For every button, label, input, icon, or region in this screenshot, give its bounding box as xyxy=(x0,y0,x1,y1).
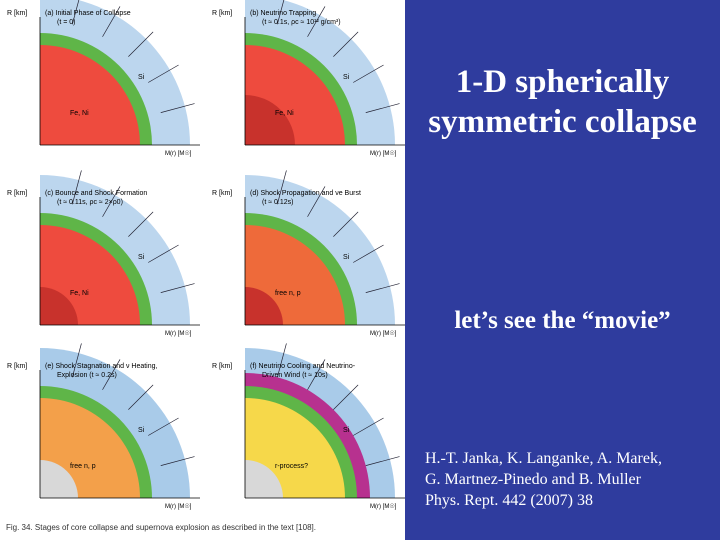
panel: (b) Neutrino Trapping (t ≈ 0.1s, ρc ≈ 10¹… xyxy=(212,0,405,157)
infall-arrow xyxy=(160,103,195,113)
citation-line: H.-T. Janka, K. Langanke, A. Marek, xyxy=(425,450,662,467)
panel: (c) Bounce and Shock Formation (t ≈ 0.11s… xyxy=(7,170,200,337)
infall-arrow xyxy=(353,64,384,83)
infall-arrow xyxy=(307,186,326,217)
infall-arrow xyxy=(72,0,80,25)
citation: H.-T. Janka, K. Langanke, A. Marek, G. Ma… xyxy=(425,448,662,511)
infall-arrow xyxy=(102,359,121,390)
panel-title: (d) Shock Propagation and νe Burst xyxy=(250,190,361,197)
infall-arrow xyxy=(148,417,179,436)
panel-label: free n, p xyxy=(70,463,96,470)
panel-label: Si xyxy=(138,74,145,81)
panel-label: Si xyxy=(343,254,350,261)
panel-label: M(r) [M☉] xyxy=(370,150,397,157)
infall-arrow xyxy=(365,283,400,293)
panel-subtitle: (t = 0) xyxy=(57,19,75,26)
panel-label: free n, p xyxy=(275,290,301,297)
infall-arrow xyxy=(128,31,154,57)
infall-arrow xyxy=(72,170,82,205)
infall-arrow xyxy=(307,6,326,37)
panel-subtitle: Explosion (t ≈ 0.2s) xyxy=(57,372,117,379)
panel-label: Si xyxy=(343,427,350,434)
panel-label: Fe, Ni xyxy=(70,290,89,297)
citation-line: G. Martnez-Pinedo and B. Muller xyxy=(425,471,641,488)
infall-arrow xyxy=(128,384,154,410)
infall-arrow xyxy=(333,384,359,410)
panel-label: r-process? xyxy=(275,463,308,470)
infall-arrow xyxy=(102,6,121,37)
infall-arrow xyxy=(277,170,287,205)
inner-core xyxy=(40,460,78,498)
panel-label: Fe, Ni xyxy=(275,110,294,117)
infall-arrow xyxy=(277,0,285,25)
title-line: symmetric collapse xyxy=(428,104,697,140)
caption: Fig. 34. Stages of core collapse and sup… xyxy=(6,523,316,532)
infall-arrow xyxy=(365,456,400,466)
slide-subtitle: let’s see the “movie” xyxy=(454,307,671,334)
figure: Fig. 34. Stages of core collapse and sup… xyxy=(6,0,405,532)
panel: (f) Neutrino Cooling and Neutrino- Driven… xyxy=(212,343,405,510)
infall-arrow xyxy=(148,244,179,263)
panel-subtitle: (t ≈ 0.11s, ρc ≈ 2×ρ0) xyxy=(57,199,123,206)
infall-arrow xyxy=(353,417,384,436)
panel-label: M(r) [M☉] xyxy=(165,503,192,510)
panel-title: (c) Bounce and Shock Formation xyxy=(45,190,147,197)
infall-arrow xyxy=(333,31,359,57)
panel-label: M(r) [M☉] xyxy=(165,150,192,157)
panel: (a) Initial Phase of Collapse (t = 0) R [k… xyxy=(7,0,200,157)
panel-label: R [km] xyxy=(7,363,27,370)
panel-title: (a) Initial Phase of Collapse xyxy=(45,10,131,17)
panel-subtitle: (t ≈ 0.1s, ρc ≈ 10¹² g/cm³) xyxy=(262,19,341,26)
panel-label: R [km] xyxy=(212,363,232,370)
panel-label: R [km] xyxy=(212,10,232,17)
panel-label: M(r) [M☉] xyxy=(370,330,397,337)
inner-core xyxy=(40,287,78,325)
infall-arrow xyxy=(160,456,195,466)
infall-arrow xyxy=(353,244,384,263)
text-panel: 1-D spherically symmetric collapse let’s … xyxy=(405,0,720,540)
panel: (e) Shock Stagnation and ν Heating, Explo… xyxy=(7,343,200,510)
panel-label: Si xyxy=(343,74,350,81)
infall-arrow xyxy=(160,283,195,293)
infall-arrow xyxy=(148,64,179,83)
panel-label: Si xyxy=(138,254,145,261)
panel-label: R [km] xyxy=(212,190,232,197)
panel-title: (b) Neutrino Trapping xyxy=(250,10,316,17)
panel-label: R [km] xyxy=(7,190,27,197)
inner-core xyxy=(245,460,283,498)
title-line: 1-D spherically xyxy=(455,64,670,100)
infall-arrow xyxy=(365,103,400,113)
panel-subtitle: Driven Wind (t ≈ 10s) xyxy=(262,372,328,379)
panel-title: (f) Neutrino Cooling and Neutrino- xyxy=(250,363,356,370)
panel-label: M(r) [M☉] xyxy=(370,503,397,510)
panel: (d) Shock Propagation and νe Burst (t ≈ 0… xyxy=(212,170,405,337)
panel-subtitle: (t ≈ 0.12s) xyxy=(262,199,293,206)
infall-arrow xyxy=(333,211,359,237)
panel-label: Si xyxy=(138,427,145,434)
infall-arrow xyxy=(307,359,326,390)
core xyxy=(40,45,140,145)
infall-arrow xyxy=(128,211,154,237)
citation-line: Phys. Rept. 442 (2007) 38 xyxy=(425,492,593,509)
infall-arrow xyxy=(72,343,82,378)
inner-core xyxy=(245,95,295,145)
panel-label: Fe, Ni xyxy=(70,110,89,117)
infall-arrow xyxy=(102,186,121,217)
panel-label: M(r) [M☉] xyxy=(165,330,192,337)
panel-title: (e) Shock Stagnation and ν Heating, xyxy=(45,363,158,370)
inner-core xyxy=(245,287,283,325)
panel-label: R [km] xyxy=(7,10,27,17)
slide-title: 1-D spherically symmetric collapse xyxy=(405,62,720,142)
infall-arrow xyxy=(277,343,287,378)
